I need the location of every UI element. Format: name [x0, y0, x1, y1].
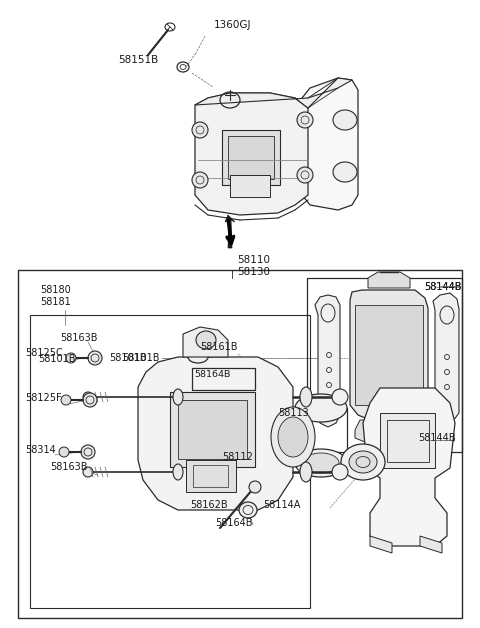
Bar	[192, 368, 255, 390]
Polygon shape	[195, 78, 352, 108]
Bar	[222, 130, 280, 185]
Ellipse shape	[192, 122, 208, 138]
Polygon shape	[183, 327, 228, 357]
Bar	[307, 278, 462, 452]
Ellipse shape	[196, 331, 216, 349]
Text: 58163B: 58163B	[60, 333, 97, 343]
Polygon shape	[420, 536, 442, 553]
Text: 58144B: 58144B	[424, 282, 462, 292]
Text: 58151B: 58151B	[118, 55, 158, 65]
Ellipse shape	[300, 462, 312, 482]
Ellipse shape	[239, 502, 257, 518]
Bar	[186, 460, 236, 492]
Bar	[193, 465, 228, 487]
Text: 58110: 58110	[237, 255, 270, 265]
Ellipse shape	[333, 162, 357, 182]
Text: 1360GJ: 1360GJ	[214, 20, 252, 30]
Ellipse shape	[333, 110, 357, 130]
Bar	[387, 420, 429, 462]
Text: 58101B: 58101B	[109, 353, 147, 363]
Text: 58113: 58113	[278, 408, 309, 418]
Text: 58144B: 58144B	[419, 434, 456, 444]
Text: 58130: 58130	[237, 267, 270, 277]
Polygon shape	[302, 78, 358, 210]
Text: 58314: 58314	[25, 445, 56, 455]
Text: 58125F: 58125F	[25, 393, 61, 403]
Text: 58101B: 58101B	[122, 353, 160, 363]
Polygon shape	[225, 215, 235, 248]
Text: 58112: 58112	[222, 452, 253, 462]
Bar	[170, 392, 255, 467]
Ellipse shape	[332, 389, 348, 405]
Polygon shape	[368, 272, 410, 288]
Polygon shape	[433, 293, 459, 423]
Bar	[355, 305, 423, 405]
Ellipse shape	[349, 451, 377, 473]
Bar	[230, 175, 270, 197]
Ellipse shape	[300, 387, 312, 407]
Ellipse shape	[332, 464, 348, 480]
Ellipse shape	[297, 167, 313, 183]
Ellipse shape	[83, 393, 97, 407]
Polygon shape	[370, 536, 392, 553]
Text: 58164B: 58164B	[194, 370, 230, 379]
Ellipse shape	[88, 351, 102, 365]
Bar	[178, 400, 247, 459]
Ellipse shape	[295, 449, 347, 477]
Ellipse shape	[59, 447, 69, 457]
Text: 58114A: 58114A	[263, 500, 300, 510]
Ellipse shape	[173, 464, 183, 480]
Ellipse shape	[83, 467, 93, 477]
Text: 58164B: 58164B	[215, 518, 252, 528]
Ellipse shape	[278, 417, 308, 457]
Ellipse shape	[271, 407, 315, 467]
Text: 58161B: 58161B	[200, 342, 238, 352]
Text: 58180: 58180	[40, 285, 71, 295]
Polygon shape	[315, 295, 340, 427]
Ellipse shape	[61, 395, 71, 405]
Ellipse shape	[297, 112, 313, 128]
Bar	[30, 315, 310, 608]
Ellipse shape	[303, 453, 339, 473]
Polygon shape	[363, 388, 455, 546]
Polygon shape	[355, 420, 422, 442]
Ellipse shape	[81, 445, 95, 459]
Bar	[380, 413, 435, 468]
Ellipse shape	[249, 481, 261, 493]
Ellipse shape	[192, 172, 208, 188]
Text: 58144B: 58144B	[424, 282, 462, 292]
Polygon shape	[138, 357, 293, 510]
Text: 58125C: 58125C	[25, 348, 63, 358]
Ellipse shape	[188, 351, 208, 363]
Text: 58163B: 58163B	[50, 462, 87, 472]
Text: 58144B: 58144B	[419, 433, 456, 443]
Polygon shape	[350, 290, 428, 420]
Ellipse shape	[66, 353, 76, 363]
Bar	[18, 270, 462, 618]
Text: 58101B: 58101B	[38, 354, 75, 364]
Text: 58181: 58181	[40, 297, 71, 307]
Ellipse shape	[295, 394, 347, 422]
Bar	[228, 136, 274, 179]
Ellipse shape	[83, 392, 93, 402]
Text: 58162B: 58162B	[190, 500, 228, 510]
Ellipse shape	[341, 444, 385, 480]
Polygon shape	[195, 93, 308, 215]
Ellipse shape	[173, 389, 183, 405]
